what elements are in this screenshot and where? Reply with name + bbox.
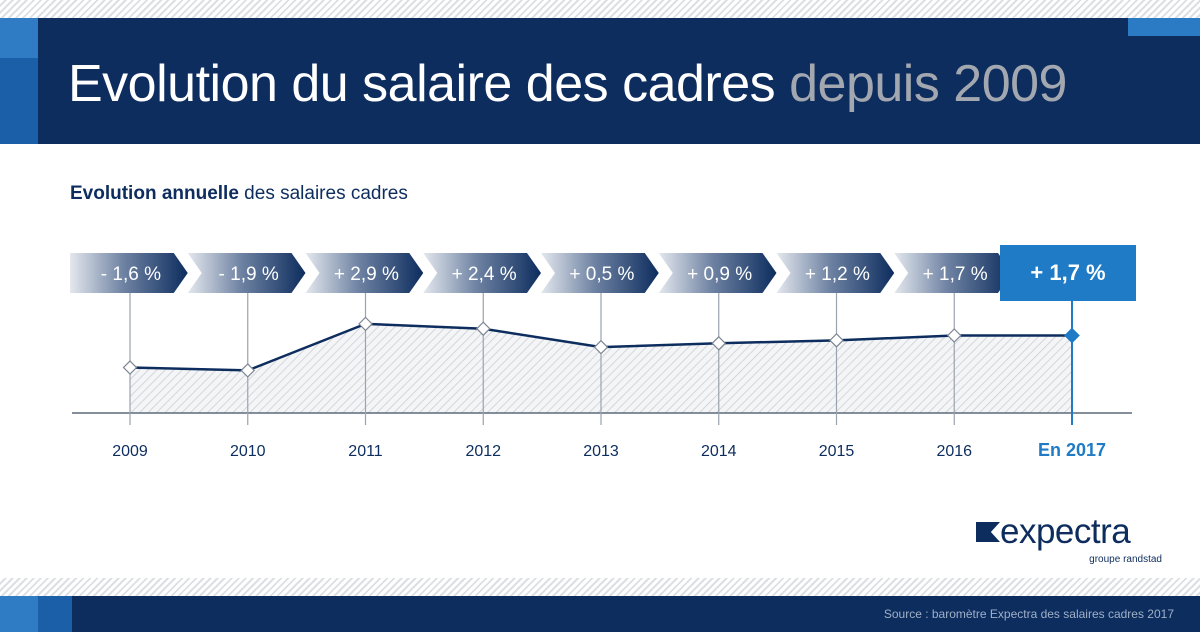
x-tick-label-4: 2013	[583, 443, 619, 460]
data-point-8	[1064, 327, 1080, 344]
subtitle-bold: Evolution annuelle	[70, 183, 239, 204]
data-point-0	[122, 360, 138, 375]
x-tick-label-2: 2011	[348, 443, 383, 460]
value-label-0: - 1,6 %	[101, 264, 161, 285]
top-hatch-band	[0, 0, 1200, 18]
value-banner-3: + 2,4 %	[423, 253, 541, 293]
value-banner-7: + 1,7 %	[894, 253, 1012, 293]
subtitle-rest: des salaires cadres	[238, 183, 408, 204]
banner-highlight-box	[1000, 245, 1136, 301]
banner-chevron	[658, 253, 777, 293]
banner-chevron	[776, 253, 895, 293]
footer-banner: Source : baromètre Expectra des salaires…	[0, 596, 1200, 632]
header-accent-left-light	[0, 18, 38, 58]
x-tick-label-0: 2009	[112, 443, 148, 460]
banner-chevron	[70, 253, 188, 293]
value-banner-6: + 1,2 %	[776, 253, 895, 293]
value-label-6: + 1,2 %	[805, 264, 870, 285]
data-point-1	[240, 363, 256, 378]
page-title: Evolution du salaire des cadres depuis 2…	[68, 58, 1067, 110]
banner-chevron	[187, 253, 306, 293]
banner-chevron	[541, 253, 659, 293]
data-point-2	[358, 316, 373, 332]
value-label-1: - 1,9 %	[219, 264, 279, 285]
value-label-3: + 2,4 %	[452, 264, 517, 285]
expectra-logo: expectra groupe randstad	[976, 514, 1176, 574]
title-main: Evolution du salaire des cadres	[68, 55, 776, 113]
vertical-guides	[129, 293, 1073, 425]
value-label-4: + 0,5 %	[569, 264, 634, 285]
banner-chevron	[423, 253, 541, 293]
value-banner-4: + 0,5 %	[541, 253, 659, 293]
value-banner-8: + 1,7 %	[1000, 245, 1136, 301]
title-accent: depuis 2009	[789, 55, 1067, 113]
x-tick-label-3: 2012	[465, 443, 501, 460]
banner-chevron	[894, 253, 1012, 293]
x-tick-label-6: 2015	[819, 443, 855, 460]
header-banner: Evolution du salaire des cadres depuis 2…	[0, 18, 1200, 144]
banner-chevron	[305, 253, 424, 293]
data-points	[122, 316, 1080, 378]
data-point-4	[593, 339, 609, 355]
logo-mark-icon	[976, 522, 1000, 542]
logo-tagline: groupe randstad	[1089, 554, 1162, 565]
data-point-7	[946, 328, 962, 343]
value-banners: - 1,6 % - 1,9 % + 2,9 % + 2,4 % + 0,5 % + 0,9…	[70, 245, 1136, 301]
value-label-5: + 0,9 %	[687, 264, 752, 285]
x-tick-label-7: 2016	[936, 443, 972, 460]
value-label-8: + 1,7 %	[1030, 260, 1105, 285]
logo-name: expectra	[1000, 512, 1131, 551]
value-banner-5: + 0,9 %	[658, 253, 777, 293]
chart-subtitle: Evolution annuelle des salaires cadres	[70, 183, 408, 205]
x-tick-label-8: En 2017	[1038, 440, 1106, 460]
value-label-2: + 2,9 %	[334, 264, 399, 285]
footer-accent-left	[0, 596, 38, 632]
x-axis-labels: 2009 2010 2011 2012 2013 2014 2015 2016 En 2017	[112, 440, 1106, 460]
data-point-6	[829, 333, 844, 348]
footer-accent-left-2	[38, 596, 72, 632]
area-layer	[72, 323, 1132, 414]
data-point-3	[475, 321, 491, 337]
bottom-hatch-band	[0, 578, 1200, 596]
data-point-5	[711, 335, 727, 351]
source-note: Source : baromètre Expectra des salaires…	[883, 607, 1174, 621]
value-banner-2: + 2,9 %	[305, 253, 424, 293]
value-banner-1: - 1,9 %	[187, 253, 306, 293]
value-banner-0: - 1,6 %	[70, 253, 188, 293]
x-tick-label-1: 2010	[230, 443, 266, 460]
x-tick-label-5: 2014	[701, 443, 737, 460]
header-accent-right	[1128, 18, 1200, 36]
value-label-7: + 1,7 %	[923, 264, 988, 285]
